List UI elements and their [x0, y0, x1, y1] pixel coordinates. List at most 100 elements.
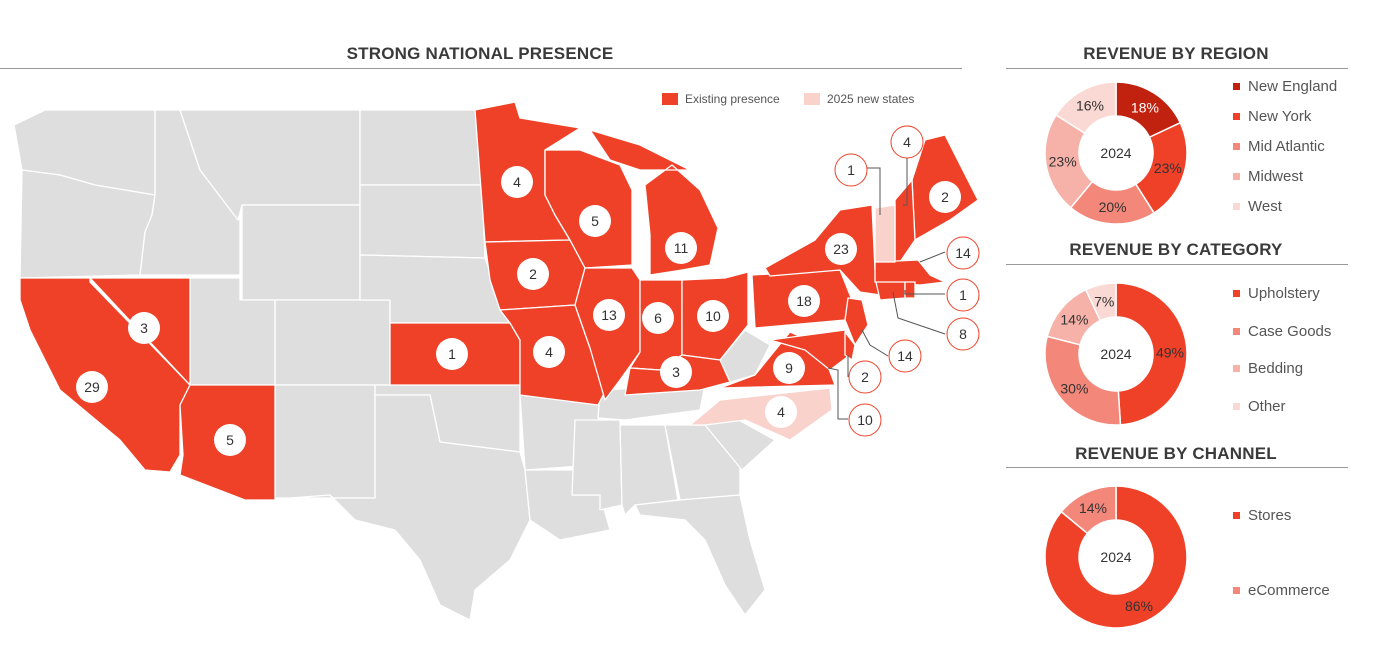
donut-slice-label: 14% — [1060, 312, 1088, 328]
revenue-by-category-rule — [1006, 264, 1348, 265]
state-new-mexico — [274, 384, 376, 499]
legend-existing-label: Existing presence — [685, 92, 780, 106]
map-count-circle — [890, 125, 924, 159]
map-count-circle — [665, 232, 697, 264]
legend-item-bedding: Bedding — [1233, 360, 1303, 377]
donut-slice-case-goods — [1044, 335, 1122, 426]
map-count-circle — [946, 236, 980, 270]
state-florida — [634, 494, 766, 616]
legend-swatch — [1233, 203, 1240, 210]
legend-existing: Existing presence — [662, 92, 780, 106]
legend-label: New England — [1248, 78, 1338, 95]
map-count-bubble: 5 — [214, 424, 246, 456]
map-count-circle — [533, 336, 565, 368]
state-rhode-island — [904, 281, 916, 299]
state-wyoming — [241, 204, 361, 301]
donut-slice-label: 23% — [1049, 153, 1077, 169]
map-count-label: 10 — [857, 412, 873, 428]
legend-item-case-goods: Case Goods — [1233, 323, 1331, 340]
revenue-by-region-title: REVENUE BY REGION — [1083, 44, 1269, 63]
revenue-by-channel-rule — [1006, 467, 1348, 468]
map-count-circle — [834, 153, 868, 187]
map-count-circle — [825, 233, 857, 265]
donut-center-label: 2024 — [1100, 145, 1131, 161]
map-count-label: 9 — [785, 360, 793, 376]
map-count-label: 1 — [847, 162, 855, 178]
map-count-bubble: 13 — [593, 299, 625, 331]
legend-swatch — [1233, 290, 1240, 297]
map-count-label: 2 — [941, 189, 949, 205]
map-count-bubble: 2 — [517, 258, 549, 290]
revenue-by-channel-title: REVENUE BY CHANNEL — [1075, 444, 1277, 463]
map-count-circle — [436, 338, 468, 370]
map-count-bubble: 4 — [501, 166, 533, 198]
legend-swatch — [1233, 327, 1240, 335]
state-maryland — [769, 329, 851, 371]
map-count-bubble: 18 — [788, 285, 820, 317]
legend-item-west: West — [1233, 198, 1282, 215]
legend-swatch — [1233, 402, 1240, 410]
map-count-bubble: 4 — [533, 336, 565, 368]
revenue-by-region-rule — [1006, 68, 1348, 69]
donut-slice-label: 30% — [1060, 380, 1088, 396]
donut-chart-category: 49% 30% 14% 7% 2024 — [1044, 282, 1188, 426]
legend-swatch — [1233, 512, 1240, 519]
map-count-bubble: 2 — [929, 181, 961, 213]
legend-label: Stores — [1248, 507, 1292, 524]
map-count-bubble: 29 — [76, 371, 108, 403]
map-title-rule — [0, 68, 962, 69]
map-count-bubble: 5 — [579, 205, 611, 237]
map-count-circle — [888, 339, 922, 373]
donut-slice-label: 20% — [1099, 199, 1127, 215]
map-count-label: 1 — [448, 346, 456, 362]
map-count-circle — [946, 278, 980, 312]
map-count-circle — [946, 317, 980, 351]
donut-slice-label: 18% — [1131, 99, 1159, 115]
legend-swatch — [1233, 587, 1240, 594]
map-count-bubble: 1 — [436, 338, 468, 370]
map-count-circle — [765, 396, 797, 428]
map-count-label: 18 — [796, 293, 812, 309]
state-texas — [289, 394, 531, 621]
map-count-circle — [788, 285, 820, 317]
donut-slice-ecommerce — [1060, 485, 1117, 535]
donut-chart-channel: 86% 14% 2024 — [1044, 485, 1188, 629]
legend-label: West — [1248, 198, 1282, 215]
map-count-label: 4 — [903, 134, 911, 150]
donut-slice-label: 86% — [1125, 598, 1153, 614]
legend-swatch — [1233, 173, 1240, 180]
donut-slice-upholstery — [1115, 282, 1188, 426]
donut-center-label: 2024 — [1100, 549, 1131, 565]
map-count-label: 14 — [955, 245, 971, 261]
legend-label: Mid Atlantic — [1248, 138, 1325, 155]
map-count-label: 8 — [959, 326, 967, 342]
legend-item-other: Other — [1233, 398, 1286, 415]
legend-swatch — [1233, 113, 1240, 120]
map-count-label: 14 — [897, 348, 913, 364]
map-count-bubble: 9 — [773, 352, 805, 384]
map-count-circle — [128, 312, 160, 344]
map-count-bubble: 4 — [890, 125, 924, 159]
map-count-label: 10 — [705, 308, 721, 324]
legend-label: Upholstery — [1248, 285, 1320, 302]
legend-item-midwest: Midwest — [1233, 168, 1303, 185]
map-count-bubble: 6 — [642, 302, 674, 334]
map-count-circle — [773, 352, 805, 384]
map-count-bubble: 3 — [660, 356, 692, 388]
state-south-dakota — [359, 184, 486, 259]
legend-item-upholstery: Upholstery — [1233, 285, 1320, 302]
map-count-label: 5 — [226, 432, 234, 448]
map-count-label: 2 — [529, 266, 537, 282]
map-count-bubble: 1 — [834, 153, 868, 187]
map-count-label: 1 — [959, 287, 967, 303]
map-count-bubble: 14 — [946, 236, 980, 270]
state-vermont — [874, 204, 896, 263]
legend-swatch — [1233, 83, 1240, 90]
map-count-bubble: 3 — [128, 312, 160, 344]
legend-item-new-york: New York — [1233, 108, 1311, 125]
map-count-label: 29 — [84, 379, 100, 395]
revenue-by-category-title: REVENUE BY CATEGORY — [1069, 240, 1283, 259]
map-count-label: 4 — [513, 174, 521, 190]
map-count-label: 2 — [861, 369, 869, 385]
